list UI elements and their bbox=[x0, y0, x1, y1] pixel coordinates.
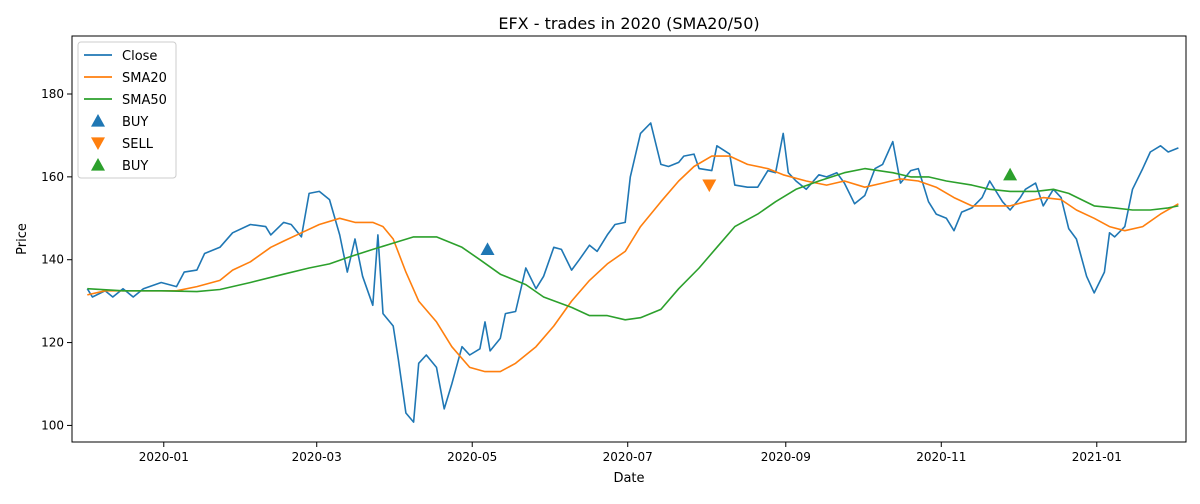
x-tick-label-6: 2021-01 bbox=[1072, 450, 1122, 464]
sell-marker-2 bbox=[702, 179, 717, 193]
x-axis: 2020-01 2020-03 2020-05 2020-07 2020-09 2020-… bbox=[139, 442, 1122, 464]
y-tick-label-3: 160 bbox=[41, 170, 64, 184]
legend-label-close-0: Close bbox=[122, 49, 157, 64]
buy-marker-3 bbox=[1003, 167, 1018, 181]
legend-label-sell-4: SELL bbox=[122, 137, 154, 152]
legend-swatch-buy-3 bbox=[91, 114, 105, 127]
x-tick-label-1: 2020-03 bbox=[292, 450, 342, 464]
x-tick-label-0: 2020-01 bbox=[139, 450, 189, 464]
legend-swatch-buy-5 bbox=[91, 158, 105, 171]
series-layer bbox=[86, 122, 1179, 423]
legend-swatch-sell-4 bbox=[91, 137, 105, 150]
buy-marker-1 bbox=[480, 242, 495, 255]
marker-layer bbox=[480, 167, 1018, 255]
x-tick-label-3: 2020-07 bbox=[603, 450, 653, 464]
x-tick-label-5: 2020-11 bbox=[916, 450, 966, 464]
legend-label-sma20-1: SMA20 bbox=[122, 71, 167, 86]
y-tick-label-2: 140 bbox=[41, 253, 64, 267]
y-axis: 100 120 140 160 180 bbox=[41, 87, 72, 432]
legend-label-buy-5: BUY bbox=[122, 159, 148, 174]
x-tick-label-4: 2020-09 bbox=[761, 450, 811, 464]
series-line-sma50 bbox=[87, 167, 1179, 321]
chart-title: EFX - trades in 2020 (SMA20/50) bbox=[498, 14, 759, 33]
legend-label-buy-3: BUY bbox=[122, 115, 148, 130]
series-line-sma20 bbox=[87, 155, 1179, 373]
x-tick-label-2: 2020-05 bbox=[447, 450, 497, 464]
y-tick-label-4: 180 bbox=[41, 87, 64, 101]
y-tick-label-1: 120 bbox=[41, 336, 64, 350]
legend: Close SMA20 SMA50 BUY SELL BUY bbox=[77, 41, 177, 179]
y-tick-label-0: 100 bbox=[41, 418, 64, 432]
x-axis-label: Date bbox=[613, 471, 644, 486]
plot-frame bbox=[71, 35, 1187, 443]
legend-label-sma50-2: SMA50 bbox=[122, 93, 167, 108]
legend-box bbox=[77, 41, 177, 179]
series-line-close bbox=[86, 122, 1179, 423]
y-axis-label: Price bbox=[15, 223, 30, 255]
